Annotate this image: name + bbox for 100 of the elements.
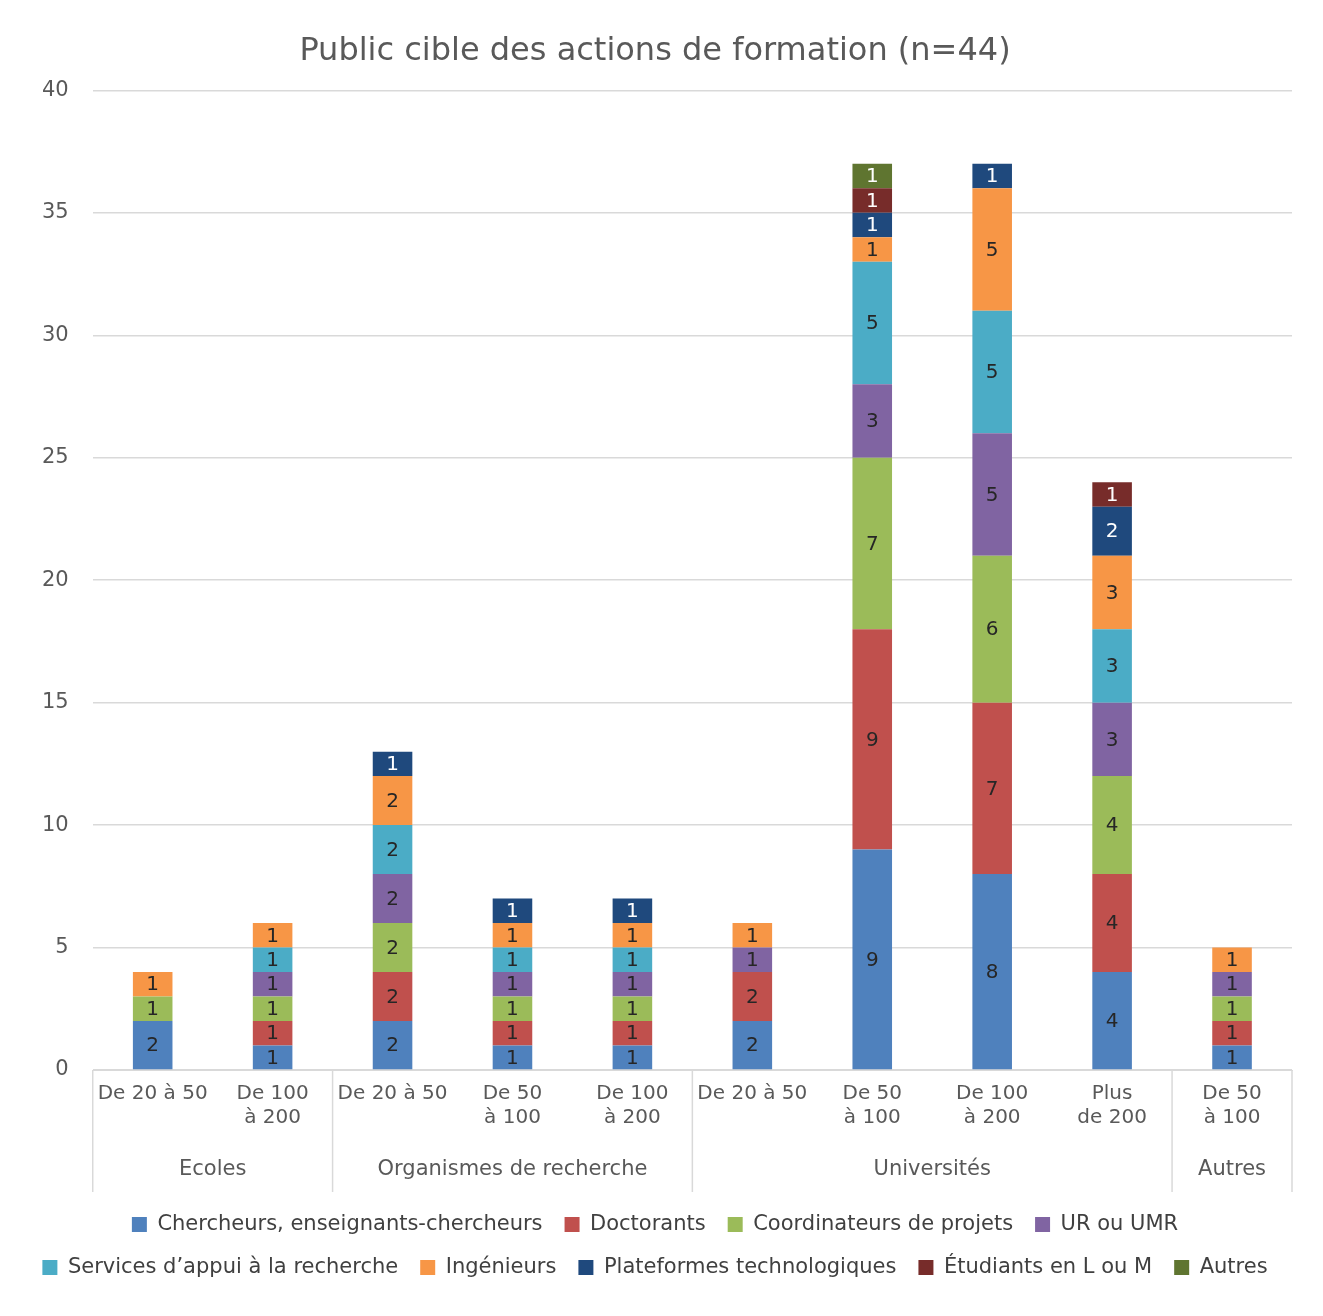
data-label: 8 [985, 958, 999, 983]
data-label: 3 [1105, 726, 1119, 751]
data-label: 1 [506, 898, 519, 923]
data-label: 1 [865, 236, 879, 261]
data-label: 1 [386, 751, 399, 776]
legend-label: UR ou UMR [1060, 1210, 1179, 1235]
data-label: 5 [985, 236, 999, 261]
data-label: 3 [1105, 653, 1119, 678]
y-tick-label: 5 [55, 934, 69, 958]
data-label: 4 [1105, 910, 1119, 935]
y-tick-label: 40 [41, 76, 69, 101]
x-tick-label: Plus de 200 [1077, 1080, 1147, 1129]
bar [972, 555, 1012, 703]
data-label: 1 [1225, 947, 1239, 971]
y-tick-label: 20 [41, 566, 69, 591]
bar [972, 163, 1012, 189]
data-label: 9 [865, 726, 879, 751]
x-tick-label: De 50 à 100 [1202, 1080, 1262, 1129]
data-label: 1 [506, 1020, 519, 1045]
bar [252, 923, 293, 948]
bar [1092, 702, 1132, 777]
data-label: 7 [865, 530, 879, 555]
data-label: 2 [146, 1032, 160, 1057]
data-label: 3 [1105, 579, 1119, 604]
x-tick-label: De 20 à 50 [337, 1080, 448, 1105]
x-tick-label: De 50 à 100 [482, 1080, 543, 1129]
bar [252, 947, 293, 973]
bar [1212, 996, 1252, 1022]
text: Organismes de recherche [377, 1156, 648, 1181]
y-tick-label: 25 [41, 444, 69, 469]
data-label: 1 [506, 947, 519, 971]
bar [732, 972, 773, 1022]
bar [372, 776, 413, 826]
data-label: 2 [386, 1032, 399, 1057]
data-label: 1 [626, 971, 639, 996]
bar [1092, 506, 1132, 556]
bar [852, 629, 893, 850]
data-label: 1 [1225, 971, 1239, 996]
data-label: 1 [146, 971, 160, 996]
bar [972, 874, 1012, 1070]
data-label: 1 [745, 922, 759, 947]
data-label: 1 [626, 898, 639, 923]
x-tick-label: De 20 à 50 [697, 1080, 808, 1105]
legend-label: Doctorants [590, 1210, 706, 1235]
bar [132, 1021, 173, 1070]
data-label: 2 [386, 787, 399, 812]
x-tick-label: De 50 à 100 [842, 1080, 903, 1129]
data-label: 1 [626, 922, 639, 947]
bar [372, 874, 413, 924]
bar [372, 825, 413, 875]
data-label: 1 [506, 971, 519, 996]
bar [612, 947, 653, 973]
bar [132, 972, 173, 997]
legend-label: Plateformes technologiques [603, 1253, 897, 1278]
data-label: 1 [1225, 1044, 1239, 1069]
data-label: 1 [266, 947, 279, 971]
bar [852, 457, 893, 630]
bar [972, 188, 1012, 311]
bar [492, 923, 533, 948]
bar [612, 898, 653, 924]
data-label: 2 [386, 836, 399, 861]
data-label: 1 [1225, 995, 1239, 1020]
bar [972, 310, 1012, 434]
bar [732, 923, 773, 948]
y-tick-label: 30 [41, 321, 69, 346]
bar [132, 996, 173, 1022]
data-label: 1 [865, 212, 879, 237]
data-label: 1 [865, 163, 879, 188]
bar [1092, 482, 1132, 507]
bar [1212, 972, 1252, 997]
y-tick-label: 35 [41, 199, 69, 224]
legend-label: Autres [1199, 1253, 1268, 1278]
data-label: 5 [985, 359, 999, 384]
bar [252, 972, 293, 997]
bar [852, 261, 893, 385]
bar [1212, 947, 1252, 973]
legend-label: Services d’appui à la recherche [67, 1253, 399, 1278]
bar [1212, 1021, 1252, 1046]
text: Ecoles [178, 1156, 247, 1181]
data-label: 2 [386, 934, 399, 959]
bar [492, 972, 533, 997]
data-label: 2 [386, 983, 399, 1008]
data-label: 1 [266, 1020, 279, 1045]
bar [612, 1021, 653, 1046]
data-label: 1 [266, 971, 279, 996]
text: Autres [1198, 1156, 1267, 1181]
bar [612, 972, 653, 997]
bar [492, 947, 533, 973]
bar [732, 947, 773, 973]
data-label: 2 [386, 885, 399, 910]
data-label: 1 [985, 163, 999, 188]
bar [1092, 776, 1132, 875]
bar [372, 1021, 413, 1070]
data-label: 1 [865, 187, 879, 212]
data-label: 1 [266, 922, 279, 947]
legend-label: Étudiants en L ou M [943, 1252, 1153, 1278]
data-label: 1 [506, 922, 519, 947]
bar [1092, 972, 1132, 1070]
bar [252, 1021, 293, 1046]
data-label: 2 [745, 1032, 759, 1057]
